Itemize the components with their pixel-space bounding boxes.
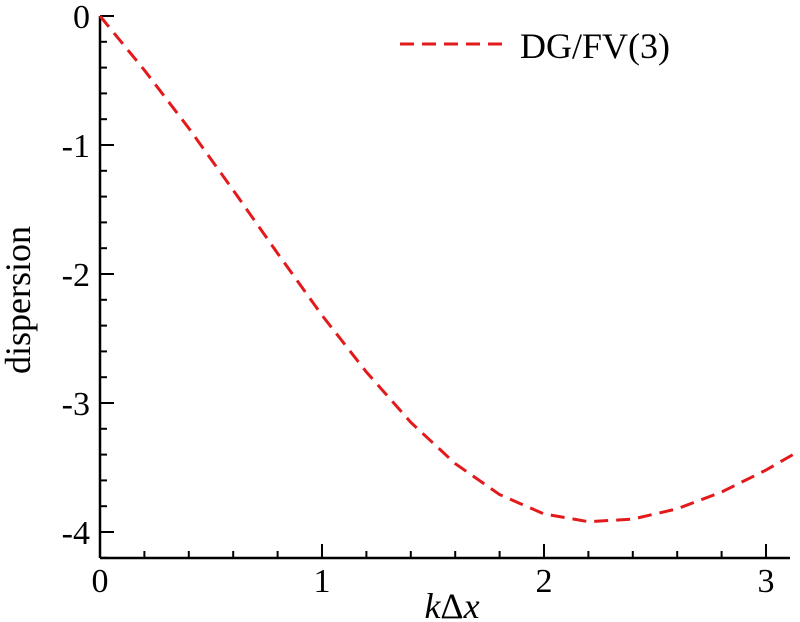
x-axis-title: kΔx — [424, 586, 479, 622]
x-tick-label: 2 — [536, 563, 553, 600]
legend-label: DG/FV(3) — [520, 26, 670, 66]
x-tick-label: 3 — [758, 563, 775, 600]
y-ticks — [100, 15, 114, 559]
x-ticks — [99, 544, 767, 558]
series-layer — [98, 15, 799, 524]
y-tick-label: -2 — [62, 257, 90, 294]
series-line-0 — [98, 15, 799, 524]
x-tick-label: 0 — [92, 563, 109, 600]
y-axis-title: dispersion — [0, 226, 38, 374]
y-tick-label: -1 — [62, 128, 90, 165]
y-tick-label: 0 — [73, 0, 90, 36]
x-axis-title-k: k — [424, 586, 441, 622]
y-tick-label: -4 — [62, 515, 90, 552]
x-tick-labels: 0 1 2 3 — [92, 563, 775, 600]
x-tick-label: 1 — [314, 563, 331, 600]
legend: DG/FV(3) — [400, 26, 670, 66]
y-tick-labels: 0 -1 -2 -3 -4 — [62, 0, 90, 552]
axes — [98, 16, 790, 560]
x-axis-title-x: x — [463, 586, 480, 622]
y-tick-label: -3 — [62, 386, 90, 423]
x-axis-title-delta: Δ — [440, 586, 463, 622]
